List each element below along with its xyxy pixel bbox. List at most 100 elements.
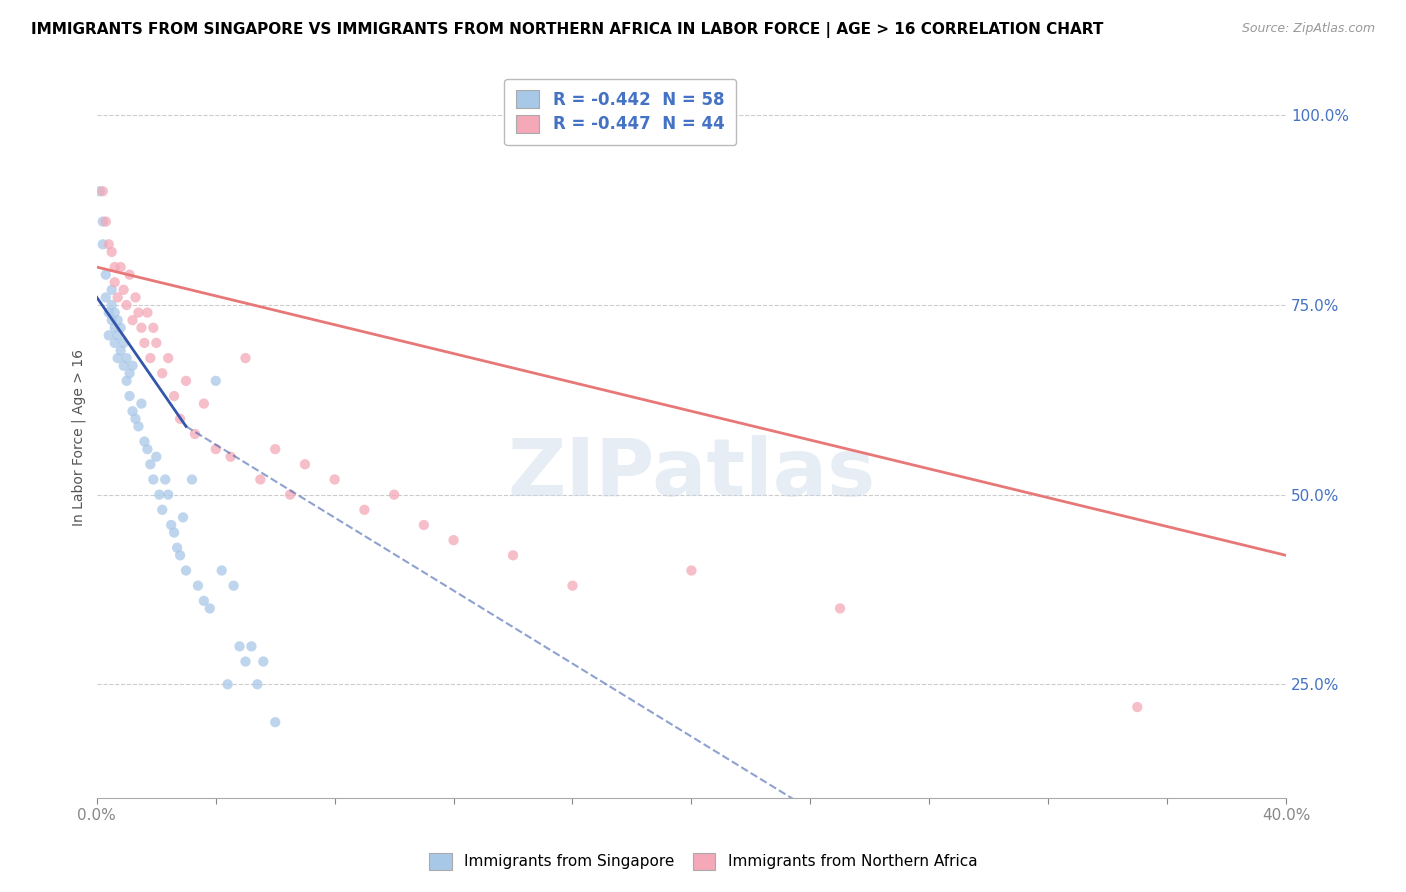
Point	[174, 374, 197, 388]
Text: Source: ZipAtlas.com: Source: ZipAtlas.com	[1241, 22, 1375, 36]
Point	[235, 351, 257, 365]
Point	[110, 260, 132, 274]
Point	[323, 473, 346, 487]
Point	[134, 434, 156, 449]
Point	[228, 640, 250, 654]
Point	[249, 473, 271, 487]
Point	[104, 260, 127, 274]
Point	[681, 564, 703, 578]
Point	[157, 351, 180, 365]
Point	[148, 488, 170, 502]
Point	[104, 320, 127, 334]
Point	[217, 677, 239, 691]
Point	[169, 411, 191, 425]
Point	[150, 503, 173, 517]
Point	[124, 411, 146, 425]
Point	[198, 601, 221, 615]
Point	[150, 366, 173, 380]
Point	[127, 305, 149, 319]
Point	[131, 396, 153, 410]
Y-axis label: In Labor Force | Age > 16: In Labor Force | Age > 16	[72, 350, 86, 526]
Point	[97, 237, 120, 252]
Point	[166, 541, 188, 555]
Point	[100, 244, 122, 259]
Legend: R = -0.442  N = 58, R = -0.447  N = 44: R = -0.442 N = 58, R = -0.447 N = 44	[505, 78, 735, 145]
Point	[124, 290, 146, 304]
Legend: Immigrants from Singapore, Immigrants from Northern Africa: Immigrants from Singapore, Immigrants fr…	[420, 846, 986, 877]
Point	[94, 290, 117, 304]
Point	[112, 359, 135, 373]
Point	[382, 488, 405, 502]
Point	[121, 404, 143, 418]
Point	[121, 313, 143, 327]
Point	[219, 450, 242, 464]
Point	[412, 518, 434, 533]
Point	[264, 715, 287, 730]
Point	[174, 564, 197, 578]
Point	[184, 427, 207, 442]
Point	[127, 419, 149, 434]
Point	[100, 313, 122, 327]
Point	[91, 237, 114, 252]
Point	[204, 374, 226, 388]
Point	[112, 335, 135, 350]
Point	[169, 549, 191, 563]
Point	[121, 359, 143, 373]
Point	[139, 458, 162, 472]
Point	[104, 275, 127, 289]
Point	[502, 549, 524, 563]
Point	[172, 510, 194, 524]
Point	[139, 351, 162, 365]
Point	[181, 473, 204, 487]
Point	[94, 214, 117, 228]
Point	[235, 655, 257, 669]
Point	[100, 283, 122, 297]
Point	[157, 488, 180, 502]
Point	[155, 473, 177, 487]
Point	[278, 488, 301, 502]
Point	[163, 389, 186, 403]
Point	[145, 450, 167, 464]
Point	[94, 268, 117, 282]
Point	[160, 518, 183, 533]
Point	[222, 579, 245, 593]
Text: ZIPatlas: ZIPatlas	[508, 434, 876, 513]
Point	[240, 640, 263, 654]
Point	[104, 305, 127, 319]
Point	[561, 579, 583, 593]
Point	[828, 601, 851, 615]
Point	[107, 351, 129, 365]
Point	[163, 525, 186, 540]
Point	[91, 184, 114, 198]
Point	[145, 335, 167, 350]
Point	[91, 214, 114, 228]
Point	[104, 335, 127, 350]
Point	[118, 268, 141, 282]
Point	[107, 290, 129, 304]
Point	[142, 320, 165, 334]
Point	[110, 343, 132, 358]
Point	[89, 184, 111, 198]
Point	[252, 655, 274, 669]
Point	[115, 374, 138, 388]
Point	[211, 564, 233, 578]
Point	[97, 328, 120, 343]
Point	[118, 366, 141, 380]
Point	[100, 298, 122, 312]
Text: IMMIGRANTS FROM SINGAPORE VS IMMIGRANTS FROM NORTHERN AFRICA IN LABOR FORCE | AG: IMMIGRANTS FROM SINGAPORE VS IMMIGRANTS …	[31, 22, 1104, 38]
Point	[193, 594, 215, 608]
Point	[115, 298, 138, 312]
Point	[353, 503, 375, 517]
Point	[134, 335, 156, 350]
Point	[294, 458, 316, 472]
Point	[204, 442, 226, 457]
Point	[193, 396, 215, 410]
Point	[246, 677, 269, 691]
Point	[131, 320, 153, 334]
Point	[97, 305, 120, 319]
Point	[110, 320, 132, 334]
Point	[264, 442, 287, 457]
Point	[443, 533, 465, 548]
Point	[118, 389, 141, 403]
Point	[1126, 700, 1149, 714]
